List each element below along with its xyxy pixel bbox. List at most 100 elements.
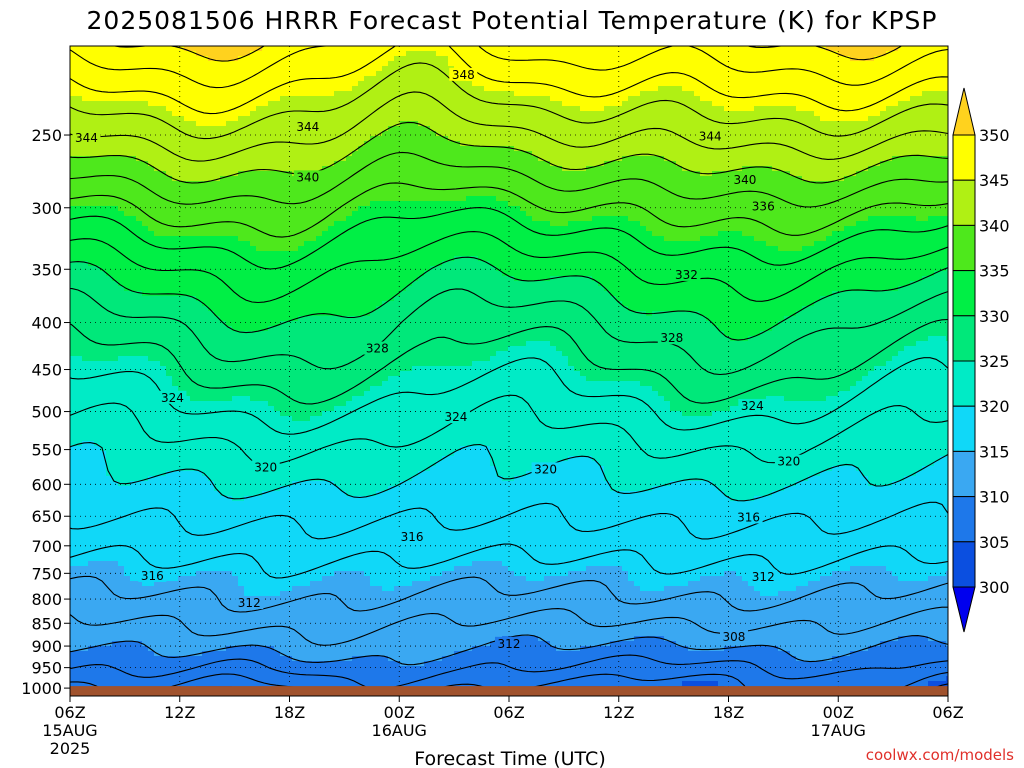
field-cell [166,116,173,122]
field-cell [70,531,77,537]
field-cell [184,301,191,307]
field-cell [220,276,227,282]
field-cell [238,651,245,657]
field-cell [118,661,125,667]
field-cell [154,626,161,632]
field-cell [280,446,287,452]
field-cell [256,476,263,482]
field-cell [190,391,197,397]
field-cell [70,496,77,502]
field-cell [130,611,137,617]
field-cell [112,651,119,657]
field-cell [262,621,269,627]
field-cell [220,351,227,357]
field-cell [70,406,77,412]
field-cell [148,641,155,647]
field-cell [238,536,245,542]
field-cell [268,201,275,207]
field-cell [76,296,83,302]
field-cell [202,486,209,492]
field-cell [118,676,125,682]
field-cell [238,661,245,667]
field-cell [274,346,281,352]
field-cell [136,646,143,652]
field-cell [262,551,269,557]
field-cell [76,591,83,597]
field-cell [100,536,107,542]
field-cell [250,476,257,482]
field-cell [118,466,125,472]
field-cell [82,191,89,197]
field-cell [238,566,245,572]
field-cell [184,646,191,652]
field-cell [190,96,197,102]
field-cell [130,626,137,632]
field-cell [244,326,251,332]
field-cell [124,556,131,562]
field-cell [94,416,101,422]
field-cell [208,421,215,427]
field-cell [220,51,227,57]
field-cell [280,536,287,542]
field-cell [226,291,233,297]
field-cell [112,351,119,357]
field-cell [166,536,173,542]
field-cell [154,76,161,82]
field-cell [232,486,239,492]
field-cell [268,291,275,297]
field-cell [208,226,215,232]
field-cell [250,391,257,397]
field-cell [214,86,221,92]
field-cell [124,56,131,62]
field-cell [82,676,89,682]
field-cell [190,301,197,307]
field-cell [130,311,137,317]
field-cell [220,341,227,347]
field-cell [88,106,95,112]
field-cell [226,66,233,72]
field-cell [244,476,251,482]
field-cell [214,496,221,502]
field-cell [268,366,275,372]
field-cell [190,126,197,132]
field-cell [214,126,221,132]
field-cell [202,396,209,402]
field-cell [262,526,269,532]
field-cell [130,106,137,112]
field-cell [160,426,167,432]
field-cell [136,141,143,147]
field-cell [124,336,131,342]
field-cell [202,121,209,127]
field-cell [106,86,113,92]
field-cell [232,546,239,552]
field-cell [214,441,221,447]
field-cell [136,491,143,497]
field-cell [202,326,209,332]
field-cell [178,541,185,547]
field-cell [118,521,125,527]
field-cell [250,321,257,327]
field-cell [280,616,287,622]
field-cell [142,536,149,542]
field-cell [88,621,95,627]
field-cell [214,621,221,627]
field-cell [112,301,119,307]
field-cell [274,336,281,342]
field-cell [76,341,83,347]
field-cell [268,361,275,367]
field-cell [196,681,203,687]
field-cell [82,491,89,497]
field-cell [208,241,215,247]
field-cell [244,491,251,497]
field-cell [274,66,281,72]
field-cell [88,356,95,362]
field-cell [130,586,137,592]
field-cell [220,211,227,217]
field-cell [292,326,299,332]
field-cell [268,526,275,532]
field-cell [100,491,107,497]
field-cell [118,391,125,397]
field-cell [292,306,299,312]
field-cell [226,676,233,682]
field-cell [88,171,95,177]
